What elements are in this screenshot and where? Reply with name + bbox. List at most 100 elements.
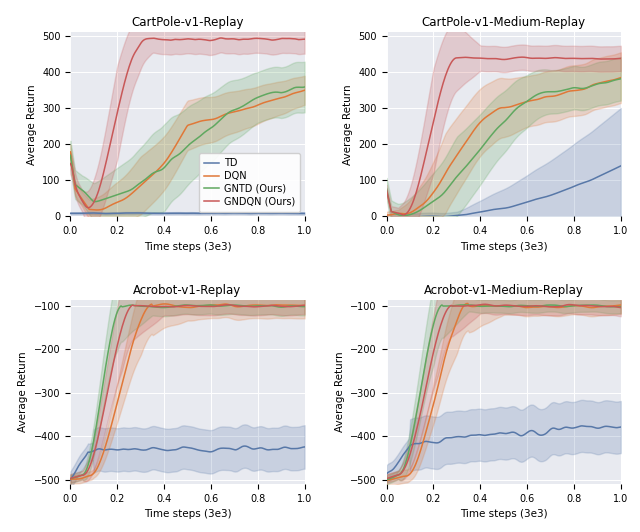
- Title: CartPole-v1-Replay: CartPole-v1-Replay: [131, 16, 244, 29]
- TD: [76, 461, 84, 467]
- GNDQN (Ours): [130, 51, 138, 57]
- GNDQN (Ours): [383, 187, 390, 194]
- GNDQN (Ours): [76, 194, 84, 200]
- TD: [598, 424, 606, 430]
- GNTD (Ours): [446, 182, 454, 188]
- GNTD (Ours): [383, 477, 390, 483]
- GNDQN (Ours): [392, 210, 400, 216]
- DQN: [76, 193, 84, 199]
- GNTD (Ours): [111, 192, 119, 198]
- DQN: [110, 412, 118, 419]
- DQN: [397, 210, 404, 217]
- TD: [301, 444, 308, 450]
- TD: [129, 446, 136, 452]
- Line: GNDQN (Ours): GNDQN (Ours): [387, 57, 621, 215]
- GNTD (Ours): [598, 80, 606, 86]
- GNDQN (Ours): [426, 364, 434, 370]
- DQN: [161, 301, 168, 307]
- GNTD (Ours): [76, 185, 84, 192]
- TD: [81, 454, 88, 461]
- DQN: [397, 473, 404, 480]
- GNTD (Ours): [67, 152, 74, 159]
- DQN: [282, 93, 290, 99]
- TD: [110, 446, 118, 453]
- GNTD (Ours): [81, 470, 88, 477]
- GNDQN (Ours): [283, 35, 291, 41]
- DQN: [464, 300, 472, 306]
- Line: GNDQN (Ours): GNDQN (Ours): [387, 304, 621, 479]
- Line: GNTD (Ours): GNTD (Ours): [70, 305, 305, 479]
- Line: GNTD (Ours): GNTD (Ours): [387, 79, 621, 216]
- TD: [282, 444, 290, 451]
- TD: [383, 215, 390, 221]
- GNTD (Ours): [301, 84, 308, 90]
- DQN: [605, 78, 613, 84]
- GNDQN (Ours): [598, 303, 606, 310]
- GNDQN (Ours): [217, 35, 225, 41]
- GNTD (Ours): [606, 78, 614, 85]
- GNTD (Ours): [392, 472, 400, 479]
- TD: [131, 210, 139, 216]
- GNTD (Ours): [290, 85, 298, 91]
- X-axis label: Time steps (3e3): Time steps (3e3): [144, 242, 231, 252]
- DQN: [111, 200, 119, 206]
- Line: TD: TD: [387, 166, 621, 218]
- DQN: [597, 80, 605, 86]
- DQN: [81, 474, 88, 480]
- GNTD (Ours): [399, 213, 407, 219]
- TD: [290, 445, 298, 452]
- GNTD (Ours): [392, 211, 400, 217]
- DQN: [130, 188, 138, 195]
- DQN: [598, 303, 606, 310]
- DQN: [282, 302, 290, 308]
- GNTD (Ours): [90, 198, 98, 205]
- TD: [102, 210, 109, 217]
- GNDQN (Ours): [81, 471, 88, 478]
- GNDQN (Ours): [110, 358, 118, 364]
- GNDQN (Ours): [607, 56, 615, 62]
- GNDQN (Ours): [428, 127, 435, 134]
- GNDQN (Ours): [76, 472, 84, 479]
- GNTD (Ours): [129, 302, 136, 309]
- TD: [283, 210, 291, 217]
- GNDQN (Ours): [383, 476, 390, 482]
- TD: [67, 210, 74, 217]
- GNDQN (Ours): [224, 302, 232, 308]
- DQN: [383, 477, 390, 484]
- GNTD (Ours): [282, 88, 290, 95]
- DQN: [301, 87, 308, 94]
- DQN: [392, 475, 400, 481]
- GNTD (Ours): [598, 303, 606, 309]
- GNDQN (Ours): [392, 472, 400, 479]
- GNDQN (Ours): [481, 301, 488, 307]
- DQN: [81, 200, 88, 206]
- GNDQN (Ours): [67, 160, 74, 167]
- GNDQN (Ours): [282, 303, 290, 310]
- TD: [445, 213, 453, 219]
- TD: [397, 214, 404, 220]
- TD: [76, 210, 84, 217]
- DQN: [392, 211, 400, 217]
- Line: DQN: DQN: [70, 90, 305, 210]
- TD: [578, 423, 586, 429]
- DQN: [290, 302, 298, 309]
- DQN: [617, 74, 625, 81]
- TD: [397, 455, 404, 462]
- Line: DQN: DQN: [70, 304, 305, 479]
- GNTD (Ours): [617, 76, 625, 82]
- DQN: [76, 476, 84, 482]
- Line: DQN: DQN: [387, 303, 621, 480]
- TD: [67, 477, 74, 484]
- GNTD (Ours): [205, 302, 213, 308]
- GNTD (Ours): [428, 200, 435, 206]
- X-axis label: Time steps (3e3): Time steps (3e3): [460, 242, 547, 252]
- Line: GNDQN (Ours): GNDQN (Ours): [70, 305, 305, 478]
- TD: [241, 443, 248, 449]
- DQN: [445, 164, 453, 170]
- X-axis label: Time steps (3e3): Time steps (3e3): [144, 510, 231, 519]
- GNDQN (Ours): [301, 36, 308, 43]
- DQN: [426, 194, 434, 200]
- DQN: [426, 413, 434, 420]
- GNTD (Ours): [110, 320, 118, 326]
- GNDQN (Ours): [291, 36, 299, 42]
